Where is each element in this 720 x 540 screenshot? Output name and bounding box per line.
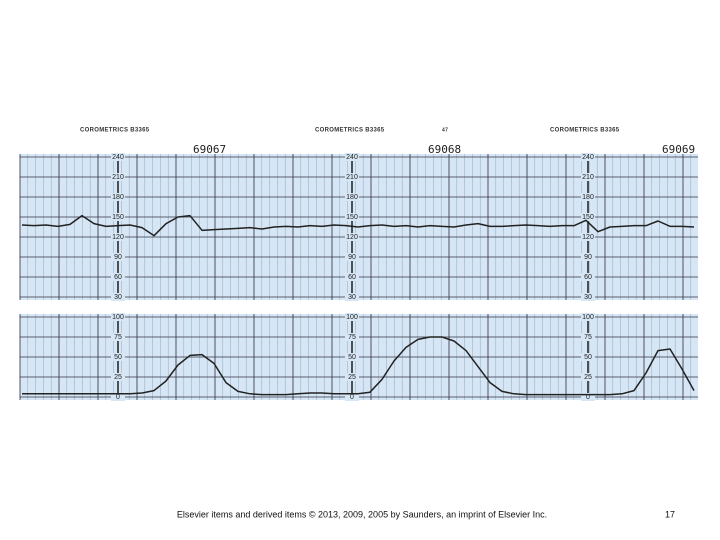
y-tick-label: 50 [584,354,592,361]
tick-label-bg [345,313,359,321]
trace [22,336,695,396]
y-tick-label: 100 [582,314,594,321]
tick-label-bg [581,333,595,341]
y-tick-label: 90 [114,254,122,261]
tick-label-bg [345,353,359,361]
tick-label-bg [581,353,595,361]
tick-label-bg [111,353,125,361]
tick-label-bg [345,193,359,201]
y-tick-label: 210 [582,174,594,181]
tick-label-bg [111,393,125,401]
y-tick-label: 30 [114,294,122,301]
y-tick-label: 60 [348,274,356,281]
y-tick-label: 240 [112,154,124,161]
y-tick-label: 240 [346,154,358,161]
tick-label-bg [345,373,359,381]
tick-label-bg [581,213,595,221]
tick-label-bg [111,333,125,341]
tick-label-bg [345,333,359,341]
tick-label-bg [111,313,125,321]
y-tick-label: 120 [112,234,124,241]
y-tick-label: 180 [582,194,594,201]
tick-label-bg [111,273,125,281]
tick-label-bg [111,153,125,161]
tick-label-bg [111,233,125,241]
y-tick-label: 75 [114,334,122,341]
y-tick-label: 240 [582,154,594,161]
tick-label-bg [581,293,595,301]
tick-label-bg [345,153,359,161]
y-tick-label: 60 [584,274,592,281]
tick-label-bg [111,253,125,261]
y-tick-label: 75 [584,334,592,341]
y-tick-label: 90 [348,254,356,261]
tick-label-bg [111,173,125,181]
y-tick-label: 30 [584,294,592,301]
page-number: 69068 [428,143,461,156]
tick-label-bg [111,373,125,381]
tick-label-bg [111,293,125,301]
trace [21,214,695,237]
y-tick-label: 90 [584,254,592,261]
y-tick-label: 50 [114,354,122,361]
tick-label-bg [345,233,359,241]
tick-label-bg [581,373,595,381]
y-tick-label: 150 [346,214,358,221]
tick-label-bg [111,213,125,221]
y-tick-label: 120 [346,234,358,241]
tick-label-bg [581,313,595,321]
y-tick-label: 25 [114,374,122,381]
tick-label-bg [581,173,595,181]
y-tick-label: 0 [350,394,354,401]
page-number: 69069 [662,143,695,156]
tick-label-bg [345,273,359,281]
tick-label-bg [345,253,359,261]
tick-label-bg [581,153,595,161]
credit: Elsevier items and derived items © 2013,… [177,509,547,519]
y-tick-label: 50 [348,354,356,361]
y-tick-label: 100 [346,314,358,321]
brand: COROMETRICS B3365 [550,128,620,134]
y-tick-label: 75 [348,334,356,341]
tick-label-bg [581,253,595,261]
note: 47 [442,127,448,133]
brand: COROMETRICS B3365 [80,128,150,134]
tick-label-bg [345,213,359,221]
tick-label-bg [581,393,595,401]
y-tick-label: 100 [112,314,124,321]
y-tick-label: 0 [116,394,120,401]
tick-label-bg [581,233,595,241]
tick-label-bg [111,193,125,201]
y-tick-label: 180 [346,194,358,201]
y-tick-label: 60 [114,274,122,281]
y-tick-label: 180 [112,194,124,201]
page-number: 69067 [193,143,226,156]
tick-label-bg [345,293,359,301]
y-tick-label: 210 [112,174,124,181]
y-tick-label: 150 [112,214,124,221]
y-tick-label: 0 [586,394,590,401]
tick-label-bg [345,393,359,401]
y-tick-label: 25 [348,374,356,381]
y-tick-label: 150 [582,214,594,221]
y-tick-label: 30 [348,294,356,301]
tick-label-bg [581,193,595,201]
tick-label-bg [345,173,359,181]
slide-number: 17 [665,509,675,519]
brand: COROMETRICS B3365 [315,128,385,134]
y-tick-label: 120 [582,234,594,241]
y-tick-label: 25 [584,374,592,381]
y-tick-label: 210 [346,174,358,181]
tick-label-bg [581,273,595,281]
